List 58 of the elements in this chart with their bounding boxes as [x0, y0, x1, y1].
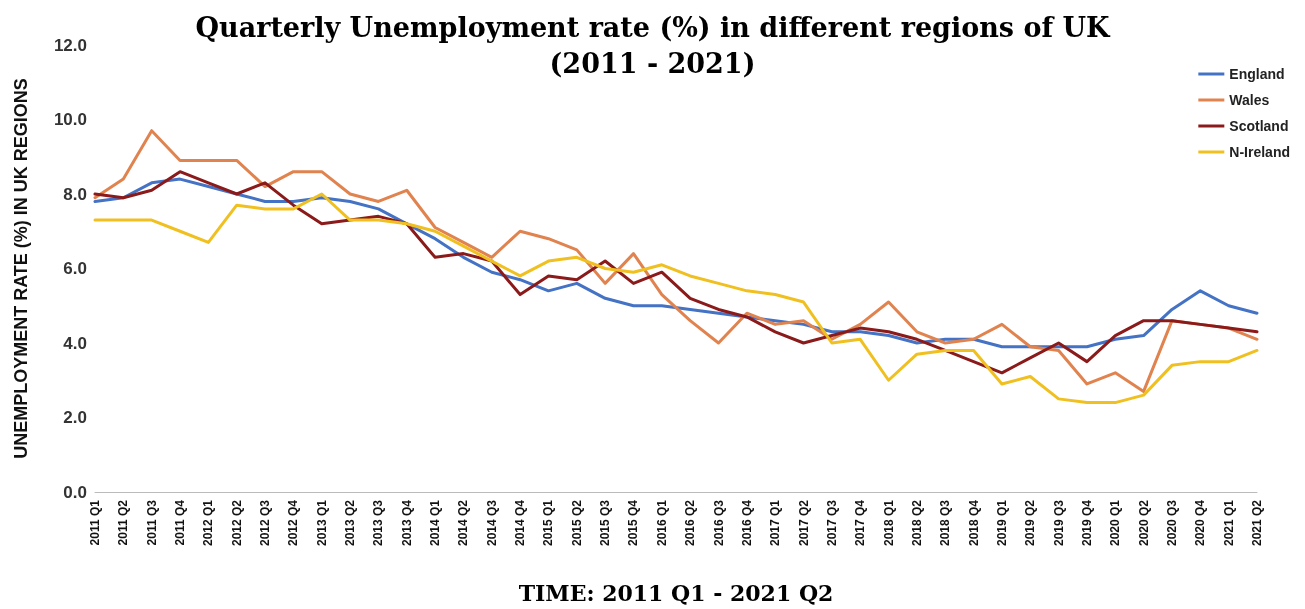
- x-tick-label: 2017 Q2: [796, 499, 811, 547]
- x-tick-label: 2016 Q3: [711, 499, 726, 547]
- chart-title: Quarterly Unemployment rate (%) in different regions of UK (2011 - 2021): [195, 11, 1112, 79]
- x-tick-label: 2017 Q3: [824, 499, 839, 547]
- y-tick-label: 4.0: [63, 333, 87, 353]
- x-tick-label: 2011 Q1: [88, 499, 102, 546]
- x-tick-label: 2014 Q3: [484, 499, 499, 547]
- x-tick-label: 2020 Q1: [1108, 499, 1123, 547]
- x-tick-label: 2013 Q4: [399, 499, 414, 547]
- y-tick-label: 0.0: [63, 482, 87, 502]
- x-tick-label: 2017 Q4: [853, 499, 868, 547]
- x-tick-label: 2015 Q4: [626, 499, 641, 547]
- x-tick-label: 2016 Q2: [683, 499, 698, 547]
- x-tick-label: 2012 Q4: [286, 499, 301, 547]
- x-tick-label: 2013 Q1: [314, 499, 329, 547]
- x-tick-label: 2015 Q2: [569, 499, 584, 547]
- x-tick-label: 2019 Q1: [994, 499, 1009, 547]
- y-tick-label: 8.0: [63, 184, 87, 204]
- x-tick-label: 2012 Q2: [229, 499, 244, 547]
- x-tick-label: 2020 Q2: [1136, 499, 1151, 547]
- x-tick-label: 2014 Q2: [456, 499, 471, 547]
- y-tick-label: 6.0: [63, 259, 87, 278]
- x-axis-title: TIME: 2011 Q1 - 2021 Q2: [518, 580, 834, 606]
- x-tick-label: 2019 Q2: [1023, 499, 1038, 547]
- x-tick-label: 2011 Q4: [173, 499, 188, 546]
- x-tick-label: 2014 Q4: [513, 499, 528, 547]
- x-tick-label: 2014 Q1: [428, 499, 443, 547]
- x-tick-label: 2018 Q2: [909, 499, 924, 547]
- x-tick-label: 2012 Q1: [201, 499, 216, 547]
- x-tick-label: 2015 Q1: [541, 499, 556, 547]
- x-tick-label: 2020 Q3: [1164, 499, 1179, 547]
- legend-label: England: [1229, 66, 1285, 82]
- line-series: [93, 170, 1259, 375]
- x-tick-label: 2011 Q3: [144, 499, 159, 546]
- legend-label: Scotland: [1229, 118, 1289, 134]
- x-tick-label: 2018 Q3: [938, 499, 953, 547]
- x-tick-label: 2018 Q1: [881, 499, 896, 547]
- y-tick-label: 12.0: [53, 35, 87, 55]
- x-tick-label: 2017 Q1: [768, 499, 783, 547]
- x-tick-label: 2019 Q4: [1079, 499, 1094, 547]
- y-tick-label: 2.0: [63, 408, 87, 427]
- y-tick-label: 10.0: [53, 110, 87, 129]
- x-tick-label: 2013 Q2: [343, 499, 358, 547]
- x-tick-label: 2011 Q2: [116, 499, 131, 546]
- x-tick-label: 2015 Q3: [598, 499, 613, 547]
- x-tick-label: 2012 Q3: [258, 499, 273, 547]
- x-tick-label: 2021 Q1: [1221, 499, 1236, 547]
- x-tick-label: 2016 Q1: [654, 499, 669, 547]
- x-tick-label: 2016 Q4: [739, 499, 754, 547]
- legend-label: Wales: [1229, 92, 1270, 108]
- x-tick-label: 2019 Q3: [1051, 499, 1066, 547]
- x-tick-label: 2021 Q2: [1250, 499, 1264, 547]
- x-tick-label: 2018 Q4: [966, 499, 981, 547]
- x-tick-label: 2013 Q3: [371, 499, 386, 547]
- y-axis-title: UNEMPLOYMENT RATE (%) IN UK REGIONS: [11, 78, 31, 459]
- legend-label: N-Ireland: [1229, 144, 1291, 160]
- x-tick-label: 2020 Q4: [1193, 499, 1208, 547]
- line-series: [93, 192, 1259, 405]
